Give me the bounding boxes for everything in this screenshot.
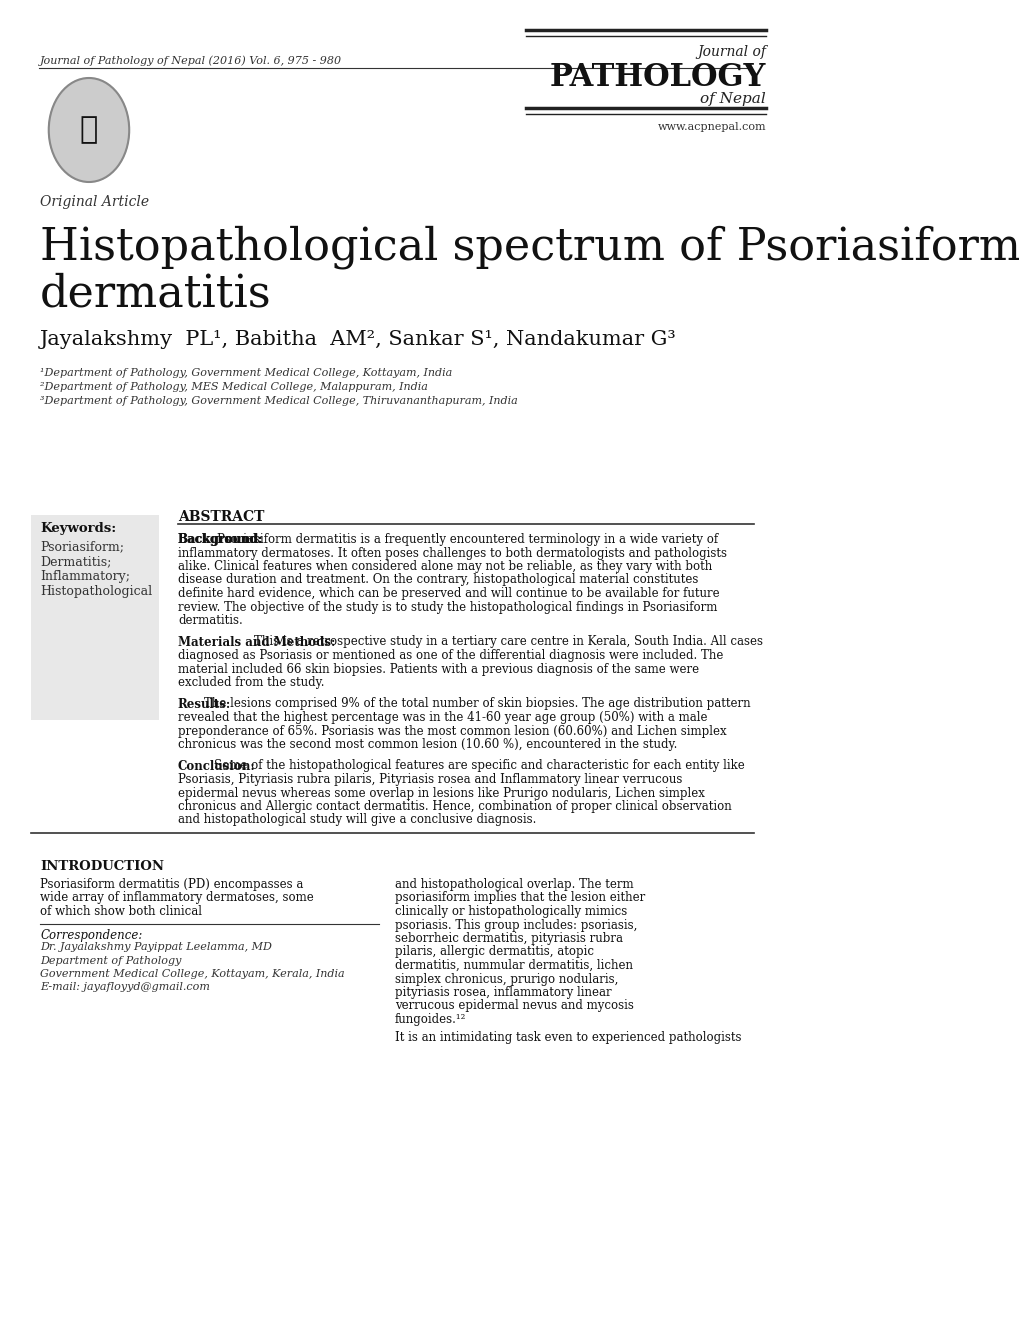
Text: Inflammatory;: Inflammatory; — [40, 570, 130, 583]
Text: dermatitis: dermatitis — [40, 272, 272, 315]
Text: Department of Pathology: Department of Pathology — [40, 956, 181, 965]
Text: Results:: Results: — [177, 697, 231, 710]
Text: Psoriasiform;: Psoriasiform; — [40, 540, 124, 553]
Text: Psoriasis, Pityriasis rubra pilaris, Pityriasis rosea and Inflammatory linear ve: Psoriasis, Pityriasis rubra pilaris, Pit… — [177, 774, 682, 785]
Text: review. The objective of the study is to study the histopathological findings in: review. The objective of the study is to… — [177, 601, 716, 614]
Text: This is a retrospective study in a tertiary care centre in Kerala, South India. : This is a retrospective study in a terti… — [254, 635, 762, 648]
Text: seborrheic dermatitis, pityriasis rubra: seborrheic dermatitis, pityriasis rubra — [394, 932, 622, 945]
Text: Government Medical College, Kottayam, Kerala, India: Government Medical College, Kottayam, Ke… — [40, 969, 344, 979]
Text: disease duration and treatment. On the contrary, histopathological material cons: disease duration and treatment. On the c… — [177, 573, 698, 586]
Text: PATHOLOGY: PATHOLOGY — [549, 62, 765, 92]
Text: Jayalakshmy  PL¹, Babitha  AM², Sankar S¹, Nandakumar G³: Jayalakshmy PL¹, Babitha AM², Sankar S¹,… — [40, 330, 677, 348]
Text: 🔬: 🔬 — [79, 116, 98, 144]
Text: alike. Clinical features when considered alone may not be reliable, as they vary: alike. Clinical features when considered… — [177, 560, 711, 573]
Text: Psoriasiform dermatitis (PD) encompasses a: Psoriasiform dermatitis (PD) encompasses… — [40, 878, 304, 891]
Text: Dr. Jayalakshmy Payippat Leelamma, MD: Dr. Jayalakshmy Payippat Leelamma, MD — [40, 942, 272, 952]
Text: ³Department of Pathology, Government Medical College, Thiruvananthapuram, India: ³Department of Pathology, Government Med… — [40, 396, 518, 407]
Text: revealed that the highest percentage was in the 41-60 year age group (50%) with : revealed that the highest percentage was… — [177, 711, 707, 723]
Text: preponderance of 65%. Psoriasis was the most common lesion (60.60%) and Lichen s: preponderance of 65%. Psoriasis was the … — [177, 725, 726, 738]
Text: Conclusion:: Conclusion: — [177, 759, 256, 772]
Text: verrucous epidermal nevus and mycosis: verrucous epidermal nevus and mycosis — [394, 999, 633, 1012]
Text: chronicus and Allergic contact dermatitis. Hence, combination of proper clinical: chronicus and Allergic contact dermatiti… — [177, 800, 731, 813]
Text: psoriasiform implies that the lesion either: psoriasiform implies that the lesion eit… — [394, 891, 644, 904]
Text: pityriasis rosea, inflammatory linear: pityriasis rosea, inflammatory linear — [394, 986, 610, 999]
Text: Materials and Methods:: Materials and Methods: — [177, 635, 339, 648]
Text: E-mail: jayafloyyd@gmail.com: E-mail: jayafloyyd@gmail.com — [40, 982, 210, 993]
Text: inflammatory dermatoses. It often poses challenges to both dermatologists and pa: inflammatory dermatoses. It often poses … — [177, 546, 727, 560]
Text: clinically or histopathologically mimics: clinically or histopathologically mimics — [394, 906, 627, 917]
Text: Histopathological: Histopathological — [40, 585, 152, 598]
Text: psoriasis. This group includes: psoriasis,: psoriasis. This group includes: psoriasi… — [394, 919, 636, 932]
Text: dermatitis, nummular dermatitis, lichen: dermatitis, nummular dermatitis, lichen — [394, 960, 632, 972]
Text: It is an intimidating task even to experienced pathologists: It is an intimidating task even to exper… — [394, 1031, 741, 1044]
Text: Journal of Pathology of Nepal (2016) Vol. 6, 975 - 980: Journal of Pathology of Nepal (2016) Vol… — [40, 55, 342, 66]
Text: Psoriasiform dermatitis is a frequently encountered terminology in a wide variet: Psoriasiform dermatitis is a frequently … — [217, 533, 717, 546]
Text: material included 66 skin biopsies. Patients with a previous diagnosis of the sa: material included 66 skin biopsies. Pati… — [177, 663, 698, 676]
Text: Original Article: Original Article — [40, 195, 149, 209]
Text: wide array of inflammatory dermatoses, some: wide array of inflammatory dermatoses, s… — [40, 891, 314, 904]
Text: Keywords:: Keywords: — [40, 521, 116, 535]
Text: Journal of: Journal of — [696, 45, 765, 59]
Text: pilaris, allergic dermatitis, atopic: pilaris, allergic dermatitis, atopic — [394, 945, 593, 958]
Text: ¹Department of Pathology, Government Medical College, Kottayam, India: ¹Department of Pathology, Government Med… — [40, 368, 452, 378]
Text: Some of the histopathological features are specific and characteristic for each : Some of the histopathological features a… — [214, 759, 744, 772]
Text: and histopathological study will give a conclusive diagnosis.: and histopathological study will give a … — [177, 813, 536, 826]
FancyBboxPatch shape — [31, 515, 159, 719]
Text: and histopathological overlap. The term: and histopathological overlap. The term — [394, 878, 633, 891]
Text: diagnosed as Psoriasis or mentioned as one of the differential diagnosis were in: diagnosed as Psoriasis or mentioned as o… — [177, 649, 722, 663]
Text: simplex chronicus, prurigo nodularis,: simplex chronicus, prurigo nodularis, — [394, 973, 618, 986]
Text: The lesions comprised 9% of the total number of skin biopsies. The age distribut: The lesions comprised 9% of the total nu… — [204, 697, 750, 710]
Text: ²Department of Pathology, MES Medical College, Malappuram, India: ²Department of Pathology, MES Medical Co… — [40, 381, 428, 392]
Text: INTRODUCTION: INTRODUCTION — [40, 861, 164, 873]
Text: Correspondence:: Correspondence: — [40, 928, 143, 941]
Text: of which show both clinical: of which show both clinical — [40, 906, 202, 917]
Text: fungoides.¹²: fungoides.¹² — [394, 1012, 466, 1026]
Text: definite hard evidence, which can be preserved and will continue to be available: definite hard evidence, which can be pre… — [177, 587, 718, 601]
Circle shape — [49, 78, 129, 182]
Text: dermatitis.: dermatitis. — [177, 614, 243, 627]
Text: www.acpnepal.com: www.acpnepal.com — [656, 121, 765, 132]
Text: Dermatitis;: Dermatitis; — [40, 554, 111, 568]
Text: Background:: Background: — [177, 533, 263, 546]
Text: of Nepal: of Nepal — [700, 92, 765, 106]
Text: Background:: Background: — [177, 533, 267, 546]
Text: Histopathological spectrum of Psoriasiform: Histopathological spectrum of Psoriasifo… — [40, 224, 1019, 269]
Text: excluded from the study.: excluded from the study. — [177, 676, 324, 689]
Text: epidermal nevus whereas some overlap in lesions like Prurigo nodularis, Lichen s: epidermal nevus whereas some overlap in … — [177, 787, 704, 800]
Text: ABSTRACT: ABSTRACT — [177, 510, 264, 524]
Text: chronicus was the second most common lesion (10.60 %), encountered in the study.: chronicus was the second most common les… — [177, 738, 677, 751]
